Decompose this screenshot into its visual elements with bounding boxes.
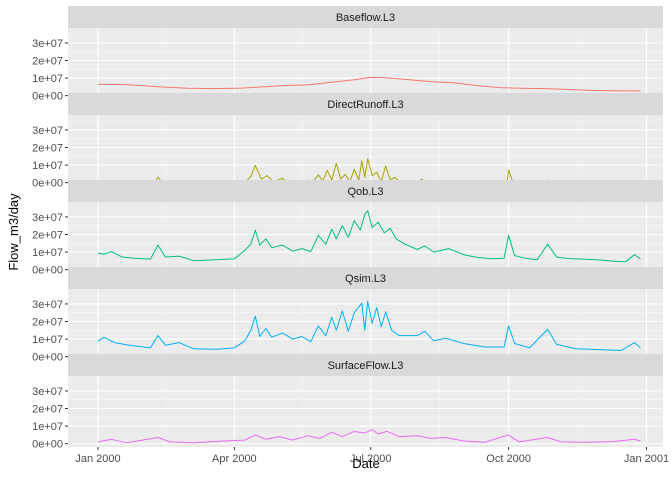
series-line <box>97 429 641 444</box>
x-tick-label: Jul 2000 <box>350 453 392 465</box>
panel-background <box>68 376 663 447</box>
facet-panels: Baseflow.L30e+001e+072e+073e+07DirectRun… <box>32 6 663 451</box>
x-tick-label: Oct 2000 <box>486 453 531 465</box>
x-tick-label: Jan 2000 <box>75 453 120 465</box>
facet-strip-label: Qsim.L3 <box>345 273 386 285</box>
facet-panel: SurfaceFlow.L3 0e+00 1e+07 2e+07 3e+07 <box>32 354 663 451</box>
y-tick-label: 1e+07 <box>32 73 63 85</box>
facet-strip-label: Baseflow.L3 <box>336 12 395 24</box>
y-tick-label: 3e+07 <box>32 212 63 224</box>
series-line <box>97 76 641 92</box>
y-tick-label: 2e+07 <box>32 317 63 329</box>
panel-background <box>68 202 663 273</box>
x-tick-label: Apr 2000 <box>212 453 257 465</box>
y-axis-title: Flow_m3/day <box>6 193 21 271</box>
facet-strip <box>68 267 663 289</box>
panel-background <box>68 28 663 99</box>
facet-strip <box>68 354 663 376</box>
facet-panel: Qsim.L3 0e+00 1e+07 2e+07 3e+07 <box>32 267 663 364</box>
series-line <box>97 300 641 351</box>
y-tick-label: 3e+07 <box>32 299 63 311</box>
y-tick-label: 2e+07 <box>32 143 63 155</box>
facet-strip <box>68 6 663 28</box>
x-axis-title: Date <box>352 456 379 471</box>
y-tick-label: 1e+07 <box>32 421 63 433</box>
facet-panel: Qob.L3 0e+00 1e+07 2e+07 3e+07 <box>32 180 663 277</box>
y-tick-label: 0e+00 <box>32 178 63 190</box>
x-axis: Jan 2000 Apr 2000 Jul 2000 Oct 2000 Jan 2001 <box>75 447 669 465</box>
facet-panel: DirectRunoff.L3 0e+00 1e+07 2e+07 3e+07 <box>32 93 663 190</box>
facet-strip-label: DirectRunoff.L3 <box>327 99 403 111</box>
y-tick-label: 1e+07 <box>32 334 63 346</box>
series-line <box>97 210 641 263</box>
facet-panel: Baseflow.L3 0e+00 1e+07 2e+07 3e+07 <box>32 6 663 103</box>
y-tick-label: 0e+00 <box>32 352 63 364</box>
y-tick-label: 3e+07 <box>32 38 63 50</box>
facet-strip <box>68 180 663 202</box>
facet-strip-label: SurfaceFlow.L3 <box>328 360 404 372</box>
y-tick-label: 0e+00 <box>32 91 63 103</box>
x-tick-label: Jan 2001 <box>624 453 669 465</box>
y-tick-label: 1e+07 <box>32 247 63 259</box>
y-tick-label: 3e+07 <box>32 125 63 137</box>
y-tick-label: 2e+07 <box>32 56 63 68</box>
y-tick-label: 2e+07 <box>32 404 63 416</box>
y-tick-label: 3e+07 <box>32 386 63 398</box>
y-tick-label: 0e+00 <box>32 265 63 277</box>
facet-strip-label: Qob.L3 <box>347 186 383 198</box>
y-tick-label: 1e+07 <box>32 160 63 172</box>
y-tick-label: 2e+07 <box>32 230 63 242</box>
facet-strip <box>68 93 663 115</box>
y-tick-label: 0e+00 <box>32 439 63 451</box>
